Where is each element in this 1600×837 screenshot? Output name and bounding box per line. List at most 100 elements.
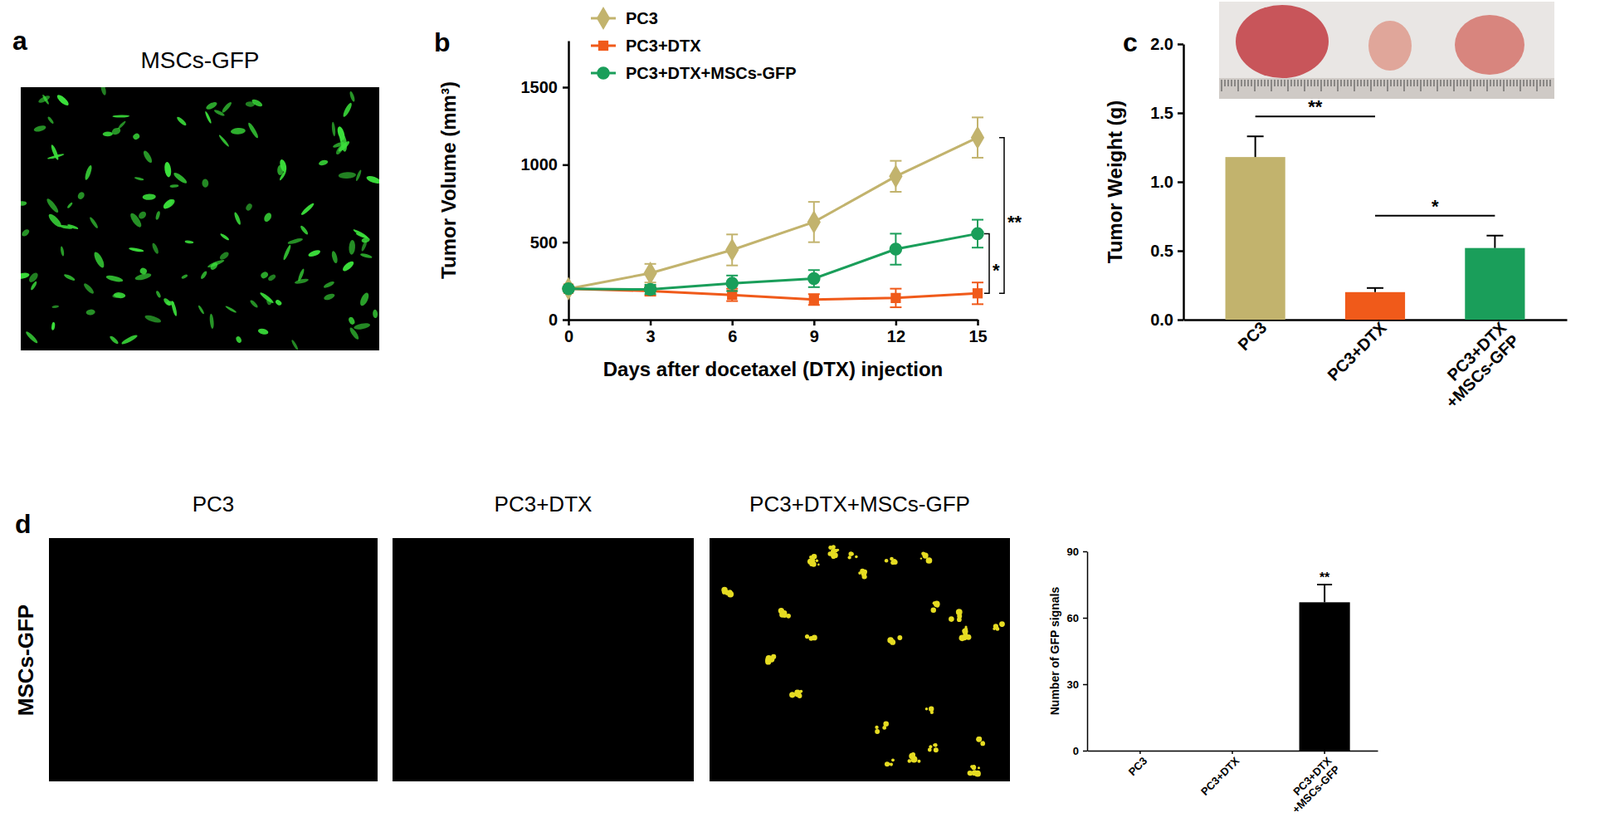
error-bar	[808, 269, 820, 288]
error-cap	[889, 306, 902, 308]
ruler-tick	[1540, 79, 1542, 87]
ruler-tick	[1334, 79, 1336, 87]
y-axis-title: Number of GFP signals	[1048, 586, 1062, 716]
ruler-tick	[1397, 79, 1399, 87]
fluorescent-cell	[134, 272, 152, 282]
gfp-signal	[810, 560, 817, 567]
ruler-tick	[1390, 79, 1392, 87]
fluorescent-cell	[322, 292, 336, 302]
tick: 500	[530, 233, 569, 252]
ruler-tick	[1510, 79, 1512, 87]
ruler-tick	[1526, 79, 1528, 87]
gfp-signal	[874, 728, 880, 734]
line	[568, 233, 978, 289]
fluorescent-cell	[267, 273, 278, 283]
fluorescent-cell	[155, 289, 162, 298]
fluorescent-cell	[46, 212, 64, 230]
tick-label: 0	[1073, 744, 1079, 757]
gfp-signal	[932, 600, 937, 605]
tick: 0	[564, 319, 574, 346]
significance-label: **	[1319, 570, 1331, 585]
tick-label: 0.0	[1150, 310, 1174, 329]
gfp-signal	[933, 742, 938, 747]
tick-label: 3	[646, 326, 656, 346]
gfp-signal	[847, 555, 851, 559]
tick: 6	[727, 319, 737, 346]
image-title: PC3	[192, 491, 235, 517]
fluorescent-cell	[172, 170, 189, 186]
tick-label: 0.5	[1150, 241, 1174, 260]
axis: 050010001500	[521, 41, 570, 329]
tick: 0	[1073, 744, 1088, 757]
ruler-tick	[1341, 79, 1342, 87]
tick-label: 1.0	[1150, 172, 1174, 191]
tick: PC3+DTX+MSCs-GFP	[1281, 750, 1343, 815]
fluorescent-cell	[20, 200, 27, 206]
fluorescent-cell	[233, 211, 242, 226]
fluorescent-cell	[163, 160, 172, 178]
ruler-tick	[1500, 79, 1502, 87]
tick-label: 500	[530, 233, 558, 252]
ruler-tick	[1543, 79, 1545, 87]
tick: 3	[646, 319, 656, 346]
gfp-signal	[961, 628, 966, 632]
ruler-tick	[1497, 79, 1498, 87]
tick: PC3+DTX	[1198, 750, 1242, 798]
axis-line	[1087, 551, 1089, 752]
fluorescent-cell	[175, 115, 188, 127]
tick-label: PC3	[1234, 317, 1270, 354]
ruler-tick	[1301, 79, 1303, 87]
ruler-tick	[1248, 79, 1249, 87]
marker	[725, 276, 739, 290]
error-line	[1323, 584, 1326, 602]
micrograph-background	[709, 537, 1010, 781]
ruler-tick	[1251, 79, 1253, 87]
gfp-signal	[928, 744, 932, 748]
ruler-tick	[1536, 79, 1538, 92]
error-bar	[808, 293, 820, 305]
error-cap	[808, 200, 820, 203]
ruler-tick	[1443, 79, 1445, 87]
gfp-signal	[863, 575, 868, 579]
ruler-tick	[1231, 79, 1233, 87]
ruler-tick	[1238, 79, 1240, 92]
panel-label: c	[1122, 27, 1138, 58]
fluorescent-cell	[322, 280, 336, 290]
ruler-tick	[1520, 79, 1522, 92]
fluorescent-cell	[250, 97, 264, 108]
gfp-signal	[785, 613, 791, 619]
fluorescent-cell	[41, 93, 50, 105]
ruler-tick	[1490, 79, 1492, 87]
marker	[809, 294, 820, 305]
fluorescent-cell	[37, 94, 51, 105]
tick-label: 1500	[521, 78, 559, 97]
ruler-tick	[1228, 79, 1230, 87]
tick-label: 2.0	[1150, 34, 1174, 54]
fluorescent-cell	[257, 327, 269, 336]
ruler-tick	[1380, 79, 1382, 87]
tick: 1000	[521, 155, 570, 174]
micrograph-background	[20, 87, 380, 351]
fluorescent-cell	[82, 282, 95, 296]
fluorescent-cell	[338, 171, 357, 180]
fluorescent-cell	[113, 292, 127, 299]
ruler-tick	[1327, 79, 1329, 87]
fluorescent-cell	[206, 258, 225, 269]
tick-mark	[895, 319, 898, 326]
fluorescent-cell	[51, 321, 56, 331]
fluorescent-cell	[278, 170, 288, 182]
panel-label: b	[434, 27, 451, 58]
fluorescent-cell	[63, 273, 76, 282]
tick-mark	[731, 319, 734, 326]
ruler-tick	[1503, 79, 1505, 92]
image-title: MSCs-GFP	[140, 47, 259, 74]
marker	[725, 238, 739, 262]
legend-label: PC3+DTX+MSCs-GFP	[625, 63, 797, 83]
gfp-signal	[765, 656, 771, 663]
ruler-tick	[1493, 79, 1495, 87]
gfp-signal	[892, 558, 898, 563]
fluorescent-cell	[358, 291, 371, 308]
fluorescent-cell	[299, 201, 315, 216]
gfp-signal	[897, 634, 903, 640]
gfp-signal	[817, 563, 820, 566]
